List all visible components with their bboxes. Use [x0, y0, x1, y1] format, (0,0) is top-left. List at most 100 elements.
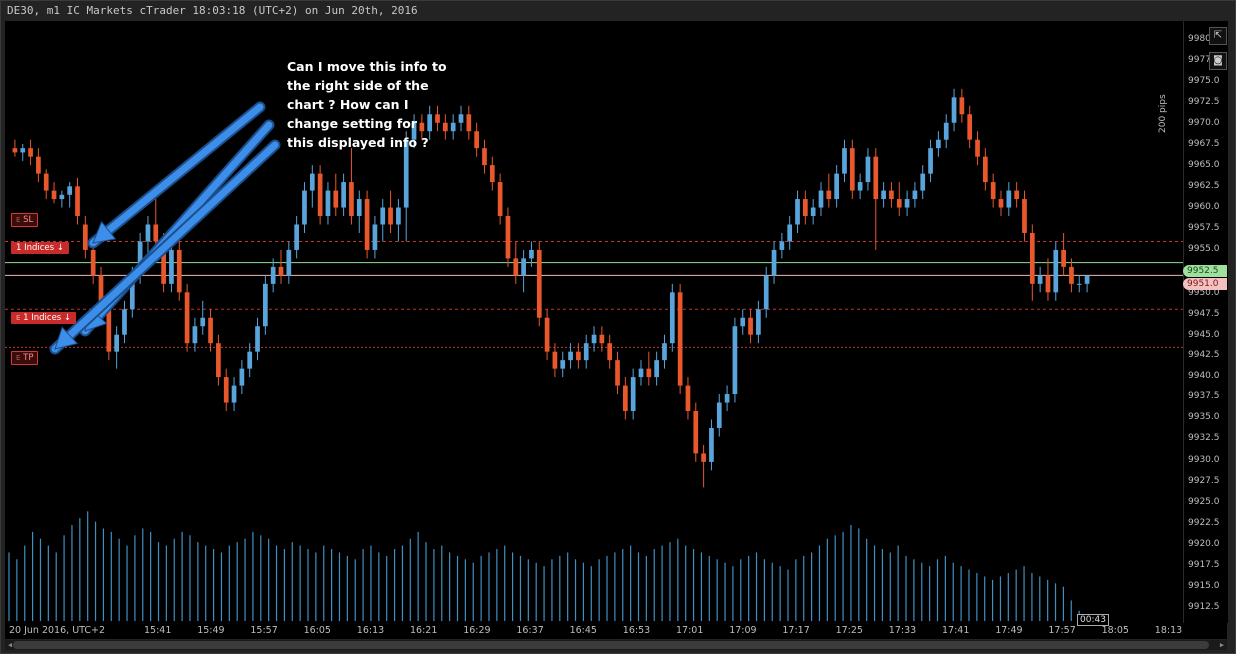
candle-body: [372, 224, 378, 250]
candle-body: [435, 114, 440, 123]
candle-body: [771, 249, 777, 276]
price-axis[interactable]: 9980 9977.5 9975.0 9972.5 9970.0 9967.5 9965.0…: [1183, 21, 1228, 623]
price-axis-label: 9945.0: [1188, 330, 1220, 340]
sell-position-marker: E: [16, 314, 21, 322]
candle-body: [153, 224, 159, 242]
candle-body: [497, 182, 503, 217]
price-axis-label: 9955.0: [1188, 244, 1220, 254]
candle-body: [763, 275, 769, 310]
annotation-arrow-head: [54, 326, 79, 350]
expand-icon[interactable]: ⇱: [1209, 27, 1227, 45]
candle-body: [583, 343, 589, 361]
candle-body: [912, 190, 918, 200]
candle-body: [638, 368, 644, 378]
scroll-right-icon[interactable]: ▶: [1219, 641, 1225, 649]
candle-body: [270, 266, 276, 284]
candle-body: [701, 453, 706, 462]
candle-body: [529, 249, 534, 259]
candle-body: [1084, 275, 1090, 284]
candle-body: [787, 224, 793, 242]
candle-body: [59, 194, 65, 200]
candle-body: [278, 266, 284, 276]
candle-body: [317, 173, 323, 217]
candle-body: [709, 427, 714, 462]
candle-body: [740, 317, 746, 327]
candle-body: [983, 156, 988, 183]
scroll-left-icon[interactable]: ◀: [7, 641, 13, 649]
candle-body: [20, 148, 26, 153]
buy-position-tag[interactable]: 1 Indices ↓: [11, 242, 69, 254]
time-axis-label: 15:41: [144, 625, 172, 636]
candle-body: [67, 186, 73, 195]
candle-body: [677, 292, 683, 386]
chart-scrollbar[interactable]: ◀ ▶: [5, 640, 1227, 650]
time-axis-label: 17:41: [942, 625, 970, 636]
candle-body: [1029, 232, 1035, 284]
candle-body: [114, 334, 119, 352]
price-axis-label: 9917.5: [1188, 560, 1220, 570]
candle-body: [129, 275, 135, 310]
candle-body: [122, 309, 127, 335]
candle-body: [349, 182, 354, 217]
time-axis-label: 18:05: [1101, 625, 1129, 636]
candle-body: [826, 190, 832, 200]
time-axis-label: 18:13: [1154, 625, 1183, 636]
candle-body: [936, 139, 941, 149]
price-axis-label: 9922.5: [1188, 518, 1220, 528]
time-axis-label: 17:09: [729, 625, 757, 636]
candle-body: [192, 326, 198, 344]
candle-body: [795, 199, 800, 225]
candle-body: [716, 402, 722, 428]
candle-body: [513, 258, 519, 276]
candle-body: [732, 326, 738, 395]
time-axis-label: 17:33: [888, 625, 917, 636]
chart-title: DE30, m1 IC Markets cTrader 18:03:18 (UT…: [7, 4, 418, 17]
annotation-arrow: [51, 141, 279, 353]
candlestick-chart[interactable]: [5, 21, 1183, 623]
candle-body: [216, 343, 221, 378]
candle-body: [1061, 249, 1066, 267]
stop-loss-tag[interactable]: E SL: [11, 213, 39, 227]
time-axis[interactable]: 20 Jun 2016, UTC+2 15:41 15:49 15:57 16:05 1…: [5, 623, 1227, 639]
candle-body: [544, 317, 550, 352]
candle-body: [489, 165, 495, 183]
take-profit-tag[interactable]: E TP: [11, 351, 39, 365]
candle-body: [466, 114, 472, 132]
sell-position-tag[interactable]: E 1 Indices ↓: [11, 312, 77, 324]
candle-body: [615, 360, 620, 386]
candle-body: [685, 385, 691, 412]
candle-body: [552, 351, 558, 369]
candle-body: [482, 148, 487, 166]
candle-body: [51, 190, 57, 200]
candle-body: [403, 139, 409, 208]
price-axis-label: 9977.5: [1188, 55, 1220, 65]
candle-body: [975, 139, 980, 157]
candle-body: [591, 334, 597, 344]
candle-body: [1014, 190, 1019, 200]
candle-body: [450, 122, 456, 132]
candle-body: [920, 173, 926, 191]
candle-body: [654, 360, 659, 378]
candle-body: [263, 283, 268, 327]
price-axis-label: 9930.0: [1188, 455, 1220, 465]
candle-body: [396, 207, 401, 225]
candle-body: [521, 258, 526, 276]
candle-body: [458, 114, 464, 123]
time-axis-label: 16:53: [622, 625, 651, 636]
candle-body: [1069, 266, 1074, 284]
candle-body: [959, 97, 965, 115]
price-axis-label: 9967.5: [1188, 139, 1220, 149]
scrollbar-thumb[interactable]: [13, 641, 1209, 649]
candle-body: [560, 360, 566, 369]
price-axis-label: 9962.5: [1188, 181, 1220, 191]
candle-body: [83, 224, 88, 250]
candle-body: [599, 334, 605, 344]
candle-body: [28, 148, 33, 157]
time-axis-label: 17:57: [1048, 625, 1076, 636]
candle-body: [98, 275, 104, 310]
chart-plot-area[interactable]: [5, 21, 1183, 623]
candle-body: [873, 156, 879, 200]
candle-body: [724, 394, 730, 403]
camera-icon[interactable]: ◙: [1209, 52, 1227, 70]
candle-body: [967, 114, 973, 140]
